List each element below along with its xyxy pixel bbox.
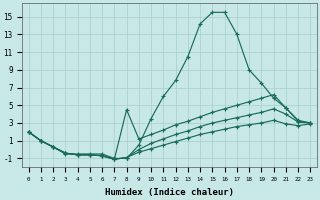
X-axis label: Humidex (Indice chaleur): Humidex (Indice chaleur) <box>105 188 234 197</box>
